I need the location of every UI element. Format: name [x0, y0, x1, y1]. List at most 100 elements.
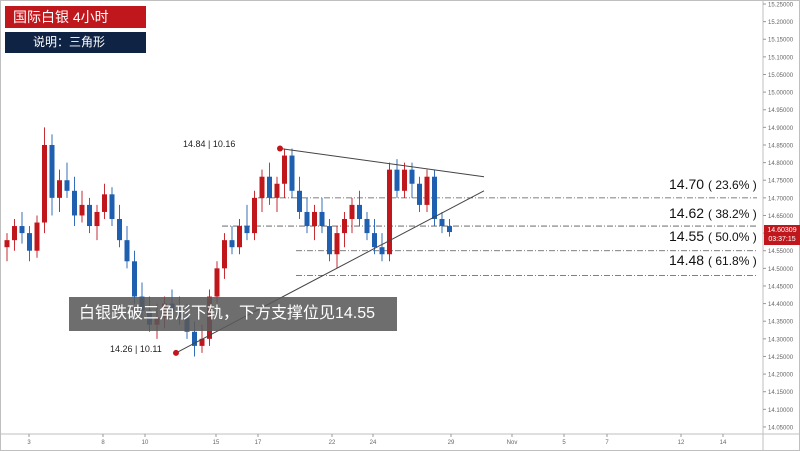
- candle-body: [244, 226, 250, 234]
- candle-body: [297, 190, 302, 212]
- low-annotation: 14.26 | 10.11: [110, 344, 162, 354]
- y-tick-label: 14.05000: [768, 425, 794, 431]
- headline-banner: 白银跌破三角形下轨，下方支撑位见14.55: [69, 297, 397, 331]
- candle-body: [304, 211, 310, 227]
- candle-body: [379, 247, 385, 255]
- candle-body: [394, 169, 400, 191]
- y-tick-label: 14.80000: [768, 161, 794, 167]
- y-tick-label: 14.75000: [768, 179, 794, 185]
- y-tick-label: 15.00000: [768, 91, 794, 97]
- candle-body: [42, 144, 47, 223]
- x-tick-label: 7: [605, 440, 609, 446]
- candle-body: [289, 155, 295, 191]
- y-tick-label: 14.40000: [768, 302, 794, 308]
- candle-body: [417, 183, 422, 205]
- x-tick-label: 22: [329, 440, 336, 446]
- x-tick-label: 12: [678, 440, 685, 446]
- annotation-separator: |: [208, 139, 213, 149]
- x-tick-label: 8: [101, 440, 105, 446]
- candle-body: [19, 226, 25, 234]
- x-tick-label: 3: [27, 440, 31, 446]
- y-tick-label: 14.20000: [768, 373, 794, 379]
- candle-body: [79, 204, 85, 216]
- trendline-upper: [279, 148, 485, 178]
- y-tick-label: 14.25000: [768, 355, 794, 361]
- annotation-separator: |: [135, 344, 140, 354]
- y-tick-label: 14.10000: [768, 408, 794, 414]
- x-tick-label: 15: [213, 440, 220, 446]
- candle-body: [102, 194, 107, 212]
- candle-body: [237, 226, 242, 248]
- candle-body: [439, 219, 445, 227]
- candle-body: [349, 204, 355, 219]
- fib-price: 14.48: [669, 252, 705, 268]
- fib-pct: ( 23.6% ): [708, 178, 757, 192]
- candle-body: [124, 240, 130, 262]
- fib-label-50-0: 14.55( 50.0% ): [669, 228, 757, 244]
- fib-pct: ( 61.8% ): [708, 254, 757, 268]
- y-tick-label: 14.45000: [768, 284, 794, 290]
- candle-body: [87, 204, 92, 227]
- high-point-marker: [277, 145, 283, 152]
- candle-body: [372, 233, 377, 248]
- candle-body: [282, 155, 287, 184]
- y-tick-label: 14.30000: [768, 337, 794, 343]
- low-point-marker: [173, 349, 179, 356]
- candle-body: [12, 226, 17, 241]
- y-tick-label: 14.95000: [768, 108, 794, 114]
- y-tick-label: 14.15000: [768, 390, 794, 396]
- high-price: 14.84: [183, 139, 206, 149]
- fib-pct: ( 50.0% ): [708, 230, 757, 244]
- candle-body: [424, 176, 430, 205]
- candle-body: [334, 233, 340, 255]
- candle-body: [357, 204, 362, 219]
- candle-body: [117, 219, 122, 241]
- y-tick-label: 14.90000: [768, 126, 794, 132]
- x-tick-label: 5: [562, 440, 566, 446]
- candle-body: [229, 240, 235, 248]
- fib-label-61-8: 14.48( 61.8% ): [669, 252, 757, 268]
- fib-label-23-6: 14.70( 23.6% ): [669, 176, 757, 192]
- chart-title: 国际白银 4小时: [5, 6, 146, 28]
- candle-body: [27, 233, 32, 251]
- x-tick-label: Nov: [507, 440, 518, 446]
- y-tick-label: 14.35000: [768, 320, 794, 326]
- candle-body: [109, 194, 115, 219]
- candle-body: [49, 144, 55, 198]
- x-tick-label: 29: [448, 440, 455, 446]
- x-tick-label: 10: [142, 440, 149, 446]
- candle-body: [319, 211, 325, 227]
- chart-subtitle: 说明：三角形: [5, 32, 146, 53]
- candle-body: [72, 190, 77, 216]
- fib-pct: ( 38.2% ): [708, 207, 757, 221]
- y-tick-label: 15.20000: [768, 20, 794, 26]
- candle-body: [132, 261, 137, 297]
- candle-body: [312, 211, 317, 227]
- candle-body: [252, 197, 257, 234]
- y-tick-label: 15.05000: [768, 73, 794, 79]
- candle-body: [214, 268, 220, 297]
- candle-body: [267, 176, 272, 198]
- candle-body: [342, 219, 347, 234]
- candle-body: [259, 176, 265, 198]
- x-tick-label: 24: [370, 440, 377, 446]
- current-price: 14.60309: [767, 227, 797, 234]
- candle-body: [447, 226, 452, 233]
- candle-body: [432, 176, 437, 219]
- fib-price: 14.70: [669, 176, 705, 192]
- y-tick-label: 14.70000: [768, 196, 794, 202]
- y-tick-label: 14.85000: [768, 143, 794, 149]
- candle-body: [327, 226, 332, 255]
- y-tick-label: 14.55000: [768, 249, 794, 255]
- low-price: 14.26: [110, 344, 133, 354]
- x-tick-label: 14: [720, 440, 727, 446]
- candle-body: [364, 219, 370, 234]
- candle-body: [199, 338, 205, 346]
- x-tick-label: 17: [255, 440, 262, 446]
- high-date: 10.16: [212, 139, 236, 149]
- candle-body: [402, 169, 407, 191]
- fib-price: 14.62: [669, 205, 705, 221]
- y-tick-label: 15.15000: [768, 38, 794, 44]
- candle-body: [192, 331, 197, 346]
